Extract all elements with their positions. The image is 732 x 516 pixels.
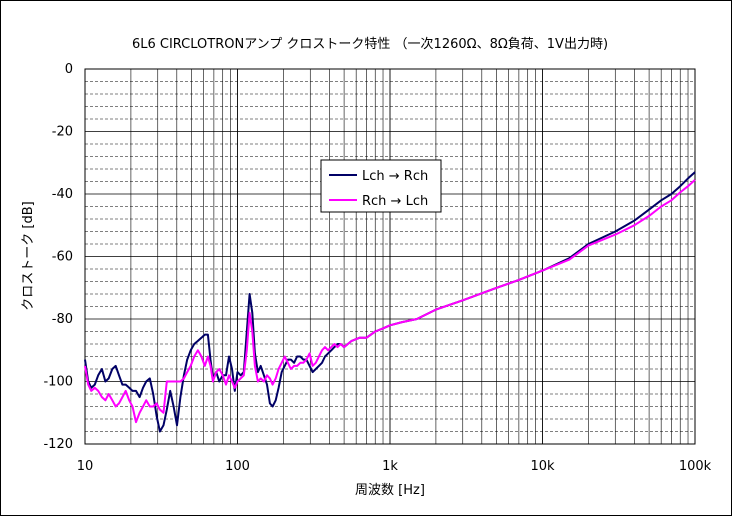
grid-major xyxy=(84,68,695,445)
series-layer xyxy=(84,171,696,433)
chart-title: 6L6 CIRCLOTRONアンプ クロストーク特性 （一次1260Ω、8Ω負荷… xyxy=(132,36,608,52)
legend-label-rch-lch: Rch → Lch xyxy=(362,194,428,209)
x-tick-label: 1k xyxy=(382,459,398,474)
x-axis-label: 周波数 [Hz] xyxy=(355,483,425,498)
x-tick-label: 10 xyxy=(77,459,94,474)
y-tick-label: -120 xyxy=(43,437,73,452)
x-tick-label: 100 xyxy=(225,459,250,474)
y-tick-label: -60 xyxy=(52,250,73,265)
y-tick-labels: 0 -20 -40 -60 -80 -100 -120 xyxy=(43,62,73,452)
legend-box xyxy=(320,159,442,213)
plot-area xyxy=(84,68,696,445)
y-tick-label: -80 xyxy=(52,312,73,327)
legend: Lch → Rch Rch → Lch xyxy=(320,159,442,213)
y-tick-label: 0 xyxy=(65,62,73,77)
y-tick-label: -40 xyxy=(52,187,73,202)
y-tick-label: -100 xyxy=(43,375,73,390)
x-tick-labels: 10 100 1k 10k 100k xyxy=(77,459,712,474)
y-tick-label: -20 xyxy=(52,125,73,140)
legend-label-lch-rch: Lch → Rch xyxy=(362,169,428,184)
x-tick-label: 10k xyxy=(530,459,555,474)
series-line-rch-lch xyxy=(84,179,696,424)
y-axis-label: クロストーク [dB] xyxy=(21,201,36,310)
x-tick-label: 100k xyxy=(679,459,712,474)
